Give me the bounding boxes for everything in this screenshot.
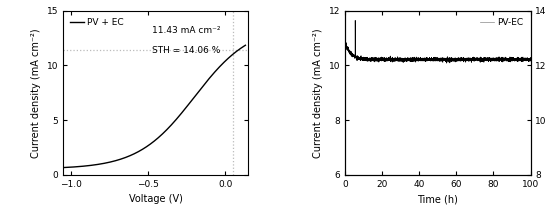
Text: STH = 14.06 %: STH = 14.06 %: [152, 46, 220, 55]
Text: 11.43 mA cm⁻²: 11.43 mA cm⁻²: [152, 26, 220, 35]
X-axis label: Voltage (V): Voltage (V): [129, 194, 183, 204]
PV-EC: [421, 58, 428, 61]
PV-EC: [413, 56, 420, 58]
PV + EC: [182, 108, 188, 110]
PV-EC: [363, 58, 370, 61]
PV-EC: [524, 59, 531, 62]
Legend: PV-EC: PV-EC: [478, 15, 526, 30]
PV-EC: [352, 19, 358, 22]
PV + EC: [197, 88, 203, 91]
PV + EC: [167, 125, 174, 127]
PV-EC: [504, 58, 510, 60]
X-axis label: Time (h): Time (h): [417, 194, 458, 204]
PV-EC: [342, 41, 348, 44]
PV-EC: [443, 62, 450, 64]
PV-EC: [527, 60, 534, 62]
Line: PV + EC: PV + EC: [63, 45, 246, 168]
PV + EC: [60, 166, 66, 169]
Legend: PV + EC: PV + EC: [67, 15, 126, 30]
PV + EC: [242, 44, 249, 47]
Y-axis label: Current density (mA cm⁻²): Current density (mA cm⁻²): [313, 28, 323, 158]
PV-EC: [374, 59, 381, 61]
PV + EC: [142, 146, 149, 149]
PV + EC: [92, 163, 98, 166]
Y-axis label: Current density (mA cm⁻²): Current density (mA cm⁻²): [31, 28, 41, 158]
PV + EC: [107, 161, 113, 163]
Line: PV-EC: PV-EC: [345, 20, 531, 63]
